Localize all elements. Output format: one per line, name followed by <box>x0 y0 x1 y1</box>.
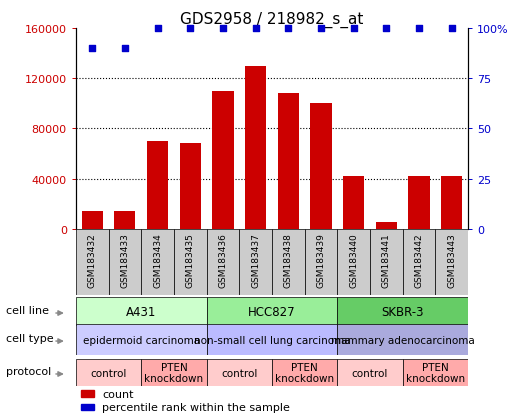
Bar <box>82 212 103 229</box>
Bar <box>179 144 201 229</box>
Text: GSM183437: GSM183437 <box>251 233 260 287</box>
Bar <box>76 297 207 326</box>
Bar <box>278 94 299 229</box>
Bar <box>376 223 397 229</box>
Point <box>186 26 195 32</box>
Text: epidermoid carcinoma: epidermoid carcinoma <box>83 335 200 345</box>
Bar <box>207 324 337 355</box>
Text: cell type: cell type <box>6 333 54 343</box>
Title: GDS2958 / 218982_s_at: GDS2958 / 218982_s_at <box>180 12 363 28</box>
Bar <box>337 324 468 355</box>
Text: HCC827: HCC827 <box>248 305 296 318</box>
Point <box>448 26 456 32</box>
Point <box>317 26 325 32</box>
Text: non-small cell lung carcinoma: non-small cell lung carcinoma <box>194 335 350 345</box>
Point <box>88 45 96 52</box>
Bar <box>272 229 304 295</box>
Bar <box>174 229 207 295</box>
Point <box>382 26 391 32</box>
Text: GSM183435: GSM183435 <box>186 233 195 287</box>
Text: GSM183436: GSM183436 <box>219 233 228 287</box>
Bar <box>81 404 94 411</box>
Bar <box>310 104 332 229</box>
Point <box>349 26 358 32</box>
Text: GSM183441: GSM183441 <box>382 233 391 287</box>
Bar <box>272 359 337 386</box>
Text: A431: A431 <box>126 305 156 318</box>
Point <box>415 26 423 32</box>
Bar <box>76 359 141 386</box>
Text: count: count <box>102 389 133 399</box>
Bar <box>343 177 365 229</box>
Text: GSM183433: GSM183433 <box>120 233 129 287</box>
Bar <box>76 324 207 355</box>
Text: PTEN
knockdown: PTEN knockdown <box>275 362 334 384</box>
Bar <box>370 229 403 295</box>
Text: control: control <box>221 368 257 378</box>
Bar <box>239 229 272 295</box>
Point <box>219 26 227 32</box>
Text: protocol: protocol <box>6 366 51 376</box>
Bar <box>76 229 109 295</box>
Bar <box>207 229 239 295</box>
Point <box>153 26 162 32</box>
Bar <box>337 359 403 386</box>
Text: control: control <box>352 368 388 378</box>
Bar <box>337 229 370 295</box>
Bar <box>81 390 94 397</box>
Text: SKBR-3: SKBR-3 <box>381 305 424 318</box>
Text: percentile rank within the sample: percentile rank within the sample <box>102 402 290 412</box>
Point <box>121 45 129 52</box>
Text: mammary adenocarcinoma: mammary adenocarcinoma <box>331 335 474 345</box>
Bar <box>441 177 462 229</box>
Bar <box>337 297 468 326</box>
Point <box>284 26 292 32</box>
Bar <box>245 66 266 229</box>
Text: GSM183442: GSM183442 <box>415 233 424 287</box>
Bar <box>207 359 272 386</box>
Text: PTEN
knockdown: PTEN knockdown <box>144 362 203 384</box>
Text: PTEN
knockdown: PTEN knockdown <box>406 362 465 384</box>
Text: GSM183440: GSM183440 <box>349 233 358 287</box>
Text: control: control <box>90 368 127 378</box>
Text: GSM183432: GSM183432 <box>88 233 97 287</box>
Bar <box>109 229 141 295</box>
Bar <box>207 297 337 326</box>
Text: GSM183439: GSM183439 <box>316 233 325 287</box>
Bar <box>212 92 234 229</box>
Bar <box>304 229 337 295</box>
Text: GSM183434: GSM183434 <box>153 233 162 287</box>
Bar <box>141 359 207 386</box>
Bar <box>141 229 174 295</box>
Bar <box>403 229 435 295</box>
Bar <box>114 212 135 229</box>
Bar <box>408 177 430 229</box>
Point <box>252 26 260 32</box>
Bar <box>403 359 468 386</box>
Text: cell line: cell line <box>6 305 49 316</box>
Text: GSM183438: GSM183438 <box>284 233 293 287</box>
Text: GSM183443: GSM183443 <box>447 233 456 287</box>
Bar <box>435 229 468 295</box>
Bar <box>147 142 168 229</box>
